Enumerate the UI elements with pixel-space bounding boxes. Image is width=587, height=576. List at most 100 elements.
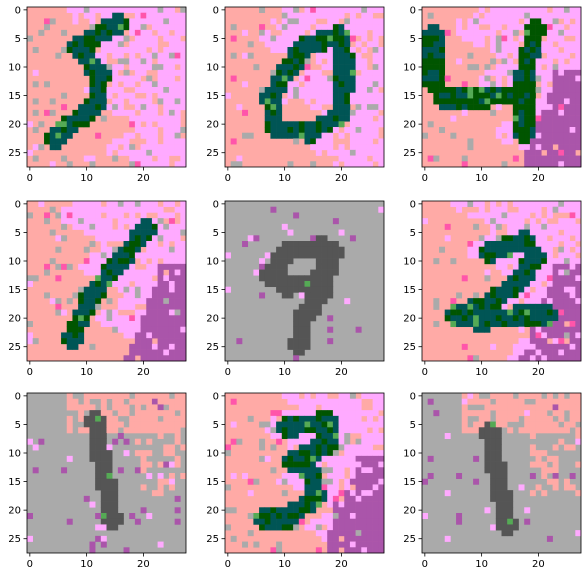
pixel-cell: [163, 286, 170, 293]
pixel-cell: [349, 64, 356, 71]
pixel-cell: [140, 450, 147, 457]
pixel-cell: [89, 58, 96, 65]
pixel-cell: [524, 104, 531, 111]
pixel-cell: [378, 547, 385, 554]
pixel-cell: [563, 315, 570, 322]
pixel-cell: [361, 495, 368, 502]
pixel-cell: [501, 524, 508, 531]
pixel-cell: [507, 132, 514, 139]
pixel-cell: [361, 104, 368, 111]
pixel-cell: [180, 69, 187, 76]
pixel-cell: [315, 75, 322, 82]
pixel-cell: [287, 52, 294, 59]
pixel-cell: [293, 52, 300, 59]
pixel-cell: [529, 109, 536, 116]
pixel-cell: [569, 404, 576, 411]
pixel-cell: [281, 513, 288, 520]
pixel-cell: [372, 404, 379, 411]
pixel-cell: [518, 338, 525, 345]
pixel-cell: [524, 81, 531, 88]
pixel-cell: [327, 478, 334, 485]
pixel-cell: [490, 252, 497, 259]
pixel-cell: [478, 18, 485, 25]
pixel-cell: [129, 223, 136, 230]
pixel-cell: [287, 286, 294, 293]
pixel-cell: [541, 98, 548, 105]
pixel-cell: [112, 64, 119, 71]
pixel-cell: [287, 518, 294, 525]
pixel-cell: [180, 252, 187, 259]
pixel-cell: [293, 138, 300, 145]
pixel-cell: [338, 81, 345, 88]
pixel-cell: [163, 155, 170, 162]
pixel-cell: [546, 155, 553, 162]
pixel-cell: [372, 478, 379, 485]
pixel-cell: [484, 92, 491, 99]
pixel-cell: [174, 398, 181, 405]
pixel-cell: [100, 263, 107, 270]
y-tick-label: 5: [15, 34, 21, 45]
pixel-cell: [490, 292, 497, 299]
pixel-cell: [293, 121, 300, 128]
pixel-cell: [427, 41, 434, 48]
pixel-cell: [117, 98, 124, 105]
pixel-cell: [146, 241, 153, 248]
pixel-cell: [524, 149, 531, 156]
pixel-cell: [552, 201, 559, 208]
pixel-cell: [524, 206, 531, 213]
pixel-cell: [546, 427, 553, 434]
pixel-cell: [304, 81, 311, 88]
y-tick-label: 15: [206, 477, 219, 488]
pixel-cell: [546, 223, 553, 230]
pixel-cell: [552, 149, 559, 156]
pixel-cell: [495, 467, 502, 474]
pixel-cell: [575, 229, 582, 236]
pixel-cell: [287, 281, 294, 288]
pixel-cell: [461, 303, 468, 310]
pixel-cell: [378, 478, 385, 485]
pixel-cell: [541, 343, 548, 350]
pixel-cell: [157, 427, 164, 434]
pixel-cell: [140, 115, 147, 122]
pixel-cell: [163, 309, 170, 316]
pixel-cell: [495, 47, 502, 54]
pixel-cell: [484, 29, 491, 36]
pixel-cell: [151, 12, 158, 19]
pixel-cell: [338, 121, 345, 128]
pixel-cell: [512, 7, 519, 14]
pixel-cell: [569, 275, 576, 282]
pixel-cell: [112, 421, 119, 428]
pixel-cell: [327, 138, 334, 145]
pixel-cell: [495, 433, 502, 440]
pixel-cell: [563, 218, 570, 225]
pixel-cell: [478, 75, 485, 82]
pixel-cell: [575, 52, 582, 59]
pixel-cell: [168, 18, 175, 25]
pixel-cell: [89, 421, 96, 428]
pixel-cell: [467, 144, 474, 151]
pixel-cell: [112, 398, 119, 405]
pixel-cell: [66, 161, 73, 168]
pixel-cell: [569, 218, 576, 225]
pixel-cell: [163, 132, 170, 139]
pixel-cell: [168, 109, 175, 116]
pixel-cell: [327, 75, 334, 82]
pixel-cell: [287, 501, 294, 508]
pixel-cell: [569, 410, 576, 417]
pixel-cell: [157, 29, 164, 36]
pixel-cell: [552, 64, 559, 71]
pixel-cell: [293, 286, 300, 293]
pixel-cell: [89, 252, 96, 259]
pixel-cell: [287, 69, 294, 76]
pixel-cell: [83, 201, 90, 208]
pixel-cell: [129, 218, 136, 225]
pixel-cell: [327, 109, 334, 116]
pixel-cell: [134, 246, 141, 253]
pixel-cell: [512, 64, 519, 71]
pixel-cell: [89, 263, 96, 270]
pixel-cell: [49, 98, 56, 105]
pixel-cell: [575, 206, 582, 213]
panel-frame: [421, 200, 582, 362]
pixel-cell: [168, 258, 175, 265]
pixel-cell: [287, 12, 294, 19]
